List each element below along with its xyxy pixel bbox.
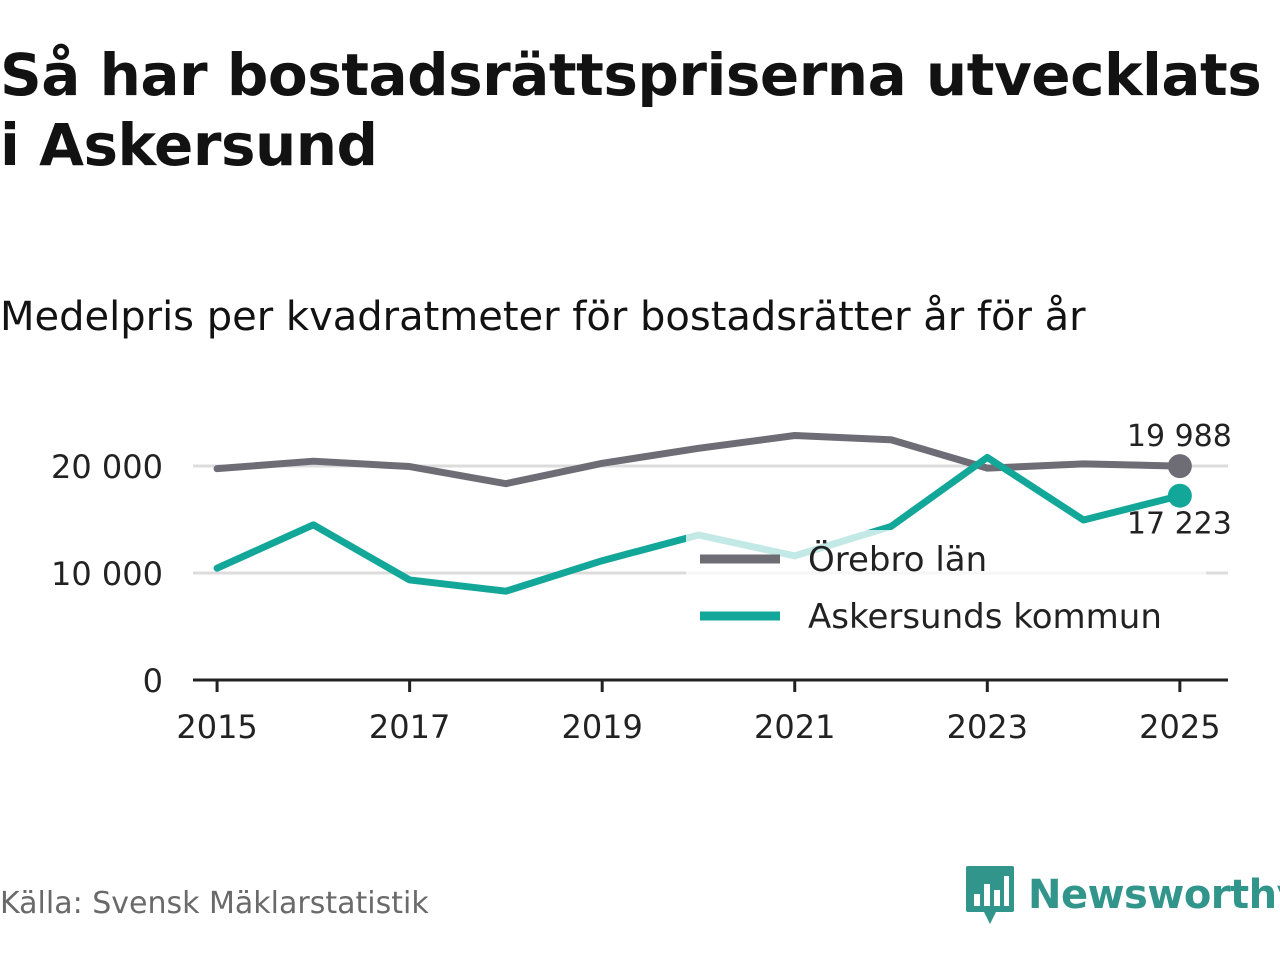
x-tick-label: 2025 — [1139, 708, 1220, 746]
x-tick-label: 2015 — [176, 708, 257, 746]
y-tick-label: 10 000 — [51, 555, 163, 593]
legend: Örebro län Askersunds kommun — [686, 530, 1206, 642]
newsworthy-logo-icon — [966, 866, 1014, 924]
chart-title: Så har bostadsrättspriserna utvecklats i… — [0, 41, 1262, 179]
series-end-marker — [1167, 454, 1192, 479]
x-tick-label: 2021 — [754, 708, 835, 746]
line-chart: 0 10 000 20 000 2015 2017 2019 2021 2023 2025 Ör… — [51, 419, 1232, 746]
legend-label: Örebro län — [808, 539, 987, 580]
newsworthy-logo: Newsworthy — [964, 864, 1280, 926]
chart-subtitle: Medelpris per kvadratmeter för bostadsrä… — [0, 294, 1086, 340]
end-label-askersund: 17 223 — [1127, 507, 1232, 542]
legend-backdrop — [686, 530, 1206, 642]
x-tick-label: 2017 — [369, 708, 450, 746]
series-line — [213, 432, 1184, 488]
axes: 0 10 000 20 000 2015 2017 2019 2021 2023 2025 — [51, 448, 1228, 746]
end-labels: 19 988 17 223 — [1127, 419, 1232, 542]
y-tick-label: 0 — [143, 662, 163, 700]
legend-label: Askersunds kommun — [808, 597, 1162, 637]
x-tick-label: 2019 — [561, 708, 642, 746]
series-end-marker — [1167, 483, 1192, 508]
x-tick-label: 2023 — [947, 708, 1028, 746]
brand-name: Newsworthy — [1028, 872, 1280, 918]
y-tick-label: 20 000 — [51, 448, 163, 486]
source-note: Källa: Svensk Mäklarstatistik — [0, 886, 429, 921]
end-label-orebro: 19 988 — [1127, 419, 1232, 454]
